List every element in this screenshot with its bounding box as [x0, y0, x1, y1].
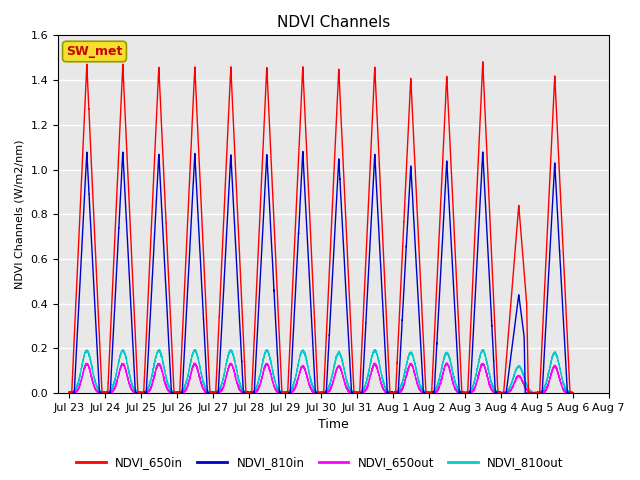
X-axis label: Time: Time	[318, 419, 349, 432]
Y-axis label: NDVI Channels (W/m2/nm): NDVI Channels (W/m2/nm)	[15, 140, 25, 289]
Legend: NDVI_650in, NDVI_810in, NDVI_650out, NDVI_810out: NDVI_650in, NDVI_810in, NDVI_650out, NDV…	[72, 452, 568, 474]
Text: SW_met: SW_met	[67, 45, 123, 58]
Title: NDVI Channels: NDVI Channels	[276, 15, 390, 30]
